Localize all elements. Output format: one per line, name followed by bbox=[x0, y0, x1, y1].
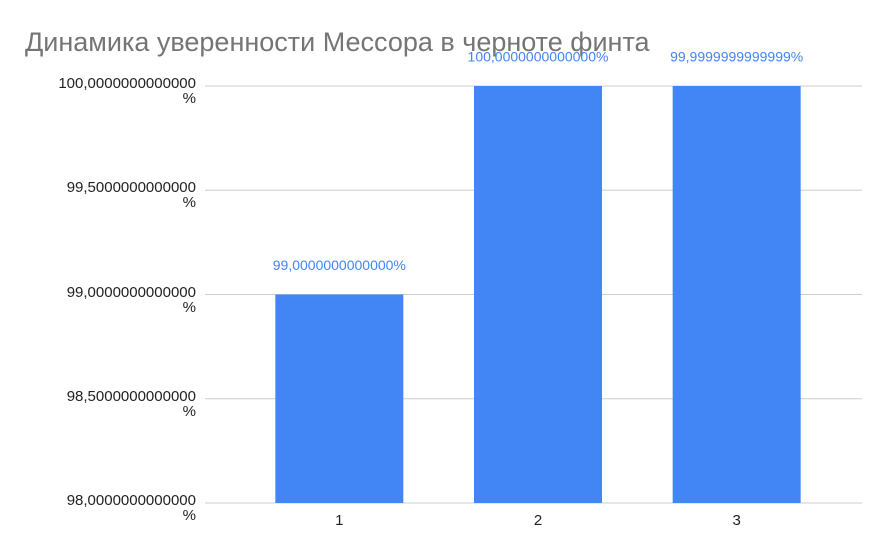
x-tick-label: 3 bbox=[732, 512, 740, 529]
y-tick-label: 100,0000000000000 % bbox=[58, 75, 196, 107]
value-label: 100,0000000000000% bbox=[468, 49, 609, 65]
x-tick-label: 2 bbox=[534, 512, 542, 529]
x-tick-label: 1 bbox=[335, 512, 343, 529]
y-tick-label: 99,5000000000000 % bbox=[66, 179, 196, 212]
y-tick-label: 98,5000000000000 % bbox=[66, 387, 196, 420]
chart-title: Динамика уверенности Мессора в черноте ф… bbox=[25, 27, 651, 57]
y-tick-label: 98,0000000000000 % bbox=[66, 492, 196, 524]
bar bbox=[474, 86, 602, 503]
value-label: 99,0000000000000% bbox=[273, 257, 406, 273]
value-label: 99,9999999999999% bbox=[670, 49, 803, 65]
y-tick-label: 99,0000000000000 % bbox=[66, 283, 196, 316]
bar bbox=[672, 86, 801, 503]
bar bbox=[275, 294, 404, 503]
